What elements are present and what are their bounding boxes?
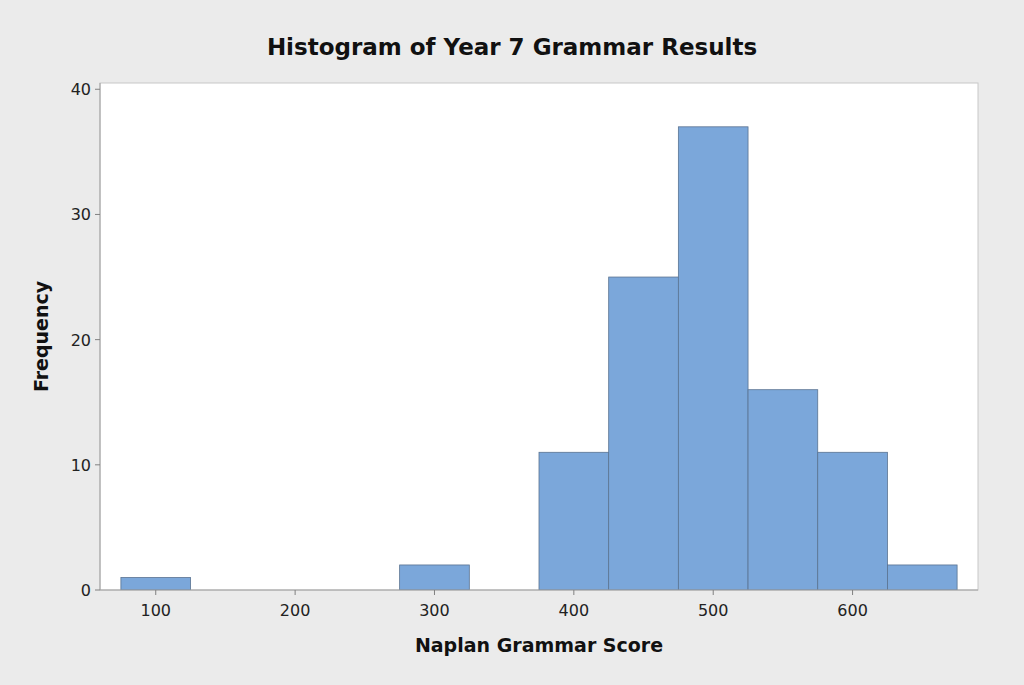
- x-tick: [573, 590, 574, 595]
- y-tick-label: 30: [71, 205, 91, 224]
- x-axis-label: Naplan Grammar Score: [415, 634, 663, 656]
- title: Histogram of Year 7 Grammar Results: [267, 34, 757, 60]
- y-tick: [95, 89, 100, 90]
- x-tick-label: 400: [559, 601, 590, 620]
- bar: [818, 452, 888, 590]
- y-tick: [95, 214, 100, 215]
- bar: [748, 390, 818, 590]
- x-tick: [852, 590, 853, 595]
- y-tick-label: 10: [71, 456, 91, 475]
- y-tick-label: 40: [71, 80, 91, 99]
- bar: [400, 565, 470, 590]
- x-tick-label: 100: [140, 601, 171, 620]
- y-axis-label: Frequency: [30, 280, 52, 392]
- x-tick-label: 500: [698, 601, 729, 620]
- x-tick: [434, 590, 435, 595]
- bar: [678, 127, 748, 590]
- x-tick-label: 600: [837, 601, 868, 620]
- x-tick-label: 200: [280, 601, 311, 620]
- bar: [121, 577, 191, 590]
- x-axis-line: [100, 590, 978, 591]
- y-tick-label: 20: [71, 331, 91, 350]
- x-tick: [155, 590, 156, 595]
- bar: [887, 565, 957, 590]
- chart: 0 10 20 30 40 100 200 300 400 500 600 Histogram of …: [0, 0, 1024, 685]
- x-tick: [713, 590, 714, 595]
- y-axis-line: [100, 83, 101, 590]
- y-tick: [95, 464, 100, 465]
- bar: [609, 277, 679, 590]
- bars: [121, 127, 957, 590]
- chart-root: 0 10 20 30 40 100 200 300 400 500 600 Histogram of …: [0, 0, 1024, 685]
- x-tick: [295, 590, 296, 595]
- x-tick-label: 300: [419, 601, 450, 620]
- y-tick-label: 0: [81, 581, 91, 600]
- y-tick: [95, 590, 100, 591]
- y-tick: [95, 339, 100, 340]
- bar: [539, 452, 609, 590]
- plot-area: [100, 83, 978, 590]
- background: [0, 0, 1024, 685]
